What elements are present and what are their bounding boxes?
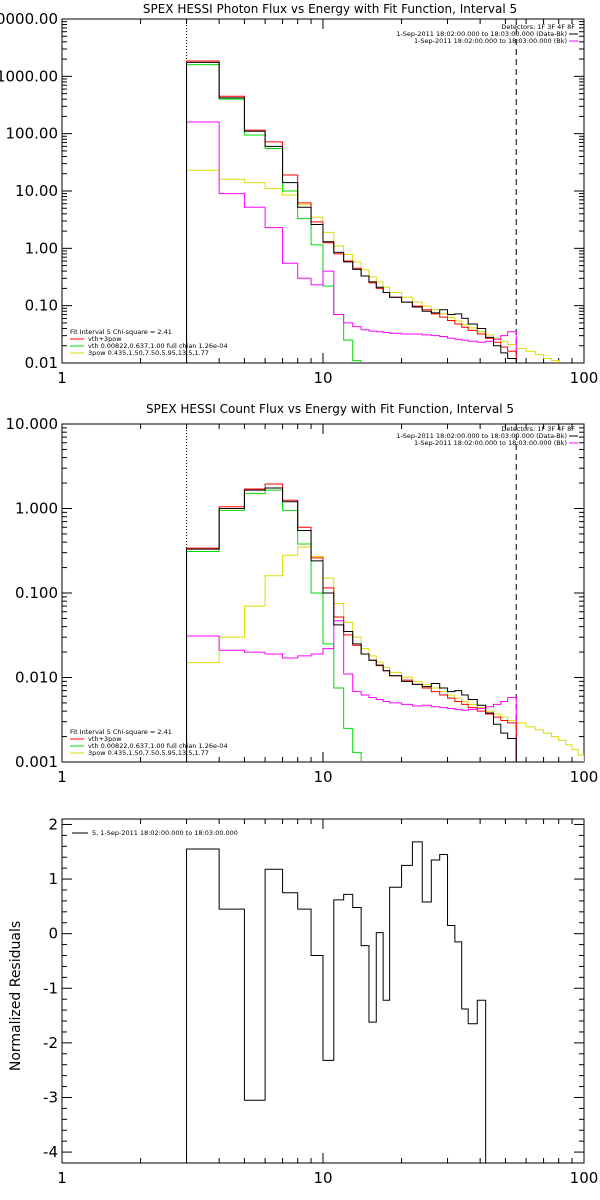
plot-area (61, 423, 585, 763)
series-bk (186, 620, 517, 762)
legend-residuals: 5, 1-Sep-2011 18:02:00.000 to 18:03:00.0… (92, 829, 238, 837)
series-vth-3pow (186, 60, 517, 363)
series-group (186, 483, 584, 762)
legend-fit-interval: Fit Interval 5 Chi-square = 2.41 (70, 328, 172, 336)
x-tick-label: 1 (57, 369, 67, 387)
legend-bk: 1-Sep-2011 18:02:00.000 to 18:03:00.000 … (414, 439, 567, 447)
y-tick-label: 0.001 (15, 753, 58, 771)
y-tick-label: -4 (43, 1143, 58, 1161)
series-residuals (186, 841, 487, 1163)
series-group (186, 60, 560, 363)
x-tick-label: 100 (570, 369, 599, 387)
series-vth (186, 489, 370, 762)
legend-detectors: Detectors: 1F 3F 4F 8F (501, 425, 575, 433)
x-tick-label: 100 (570, 768, 599, 786)
chart-title: SPEX HESSI Photon Flux vs Energy with Fi… (143, 2, 517, 16)
y-tick-label: 10000.00 (0, 10, 58, 28)
y-tick-label: -1 (43, 979, 58, 997)
legend-bottom: Fit Interval 5 Chi-square = 2.41 vth+3po… (70, 728, 228, 757)
y-tick-label: 0.01 (25, 354, 58, 372)
y-tick-label: 0.10 (25, 297, 58, 315)
legend-3pow: 3pow 0.435,1.50,7.50,5.95,13.5,1.77 (88, 349, 209, 357)
y-tick-label: 1000.00 (0, 67, 58, 85)
y-tick-label: 100.00 (6, 125, 59, 143)
legend-detectors: Detectors: 1F 3F 4F 8F (501, 23, 575, 31)
y-axis-label: Normalized Residuals (8, 921, 24, 1071)
x-tick-labels: 1 10 100 (57, 369, 598, 387)
series-group (186, 841, 487, 1163)
x-tick-label: 1 (57, 768, 67, 786)
legend-data-bk: 1-Sep-2011 18:02:00.000 to 18:03:00.000 … (396, 30, 567, 38)
plot-area (61, 818, 585, 1164)
y-tick-label: 1.000 (15, 500, 58, 518)
x-tick-label: 1 (57, 1169, 67, 1187)
series-vth-3pow (186, 483, 517, 762)
x-tick-label: 10 (313, 768, 332, 786)
series-bk (186, 121, 517, 363)
y-tick-label: 0 (48, 925, 58, 943)
legend: 5, 1-Sep-2011 18:02:00.000 to 18:03:00.0… (72, 829, 238, 837)
legend-vth3pow: vth+3pow (88, 335, 122, 343)
legend-vth3pow: vth+3pow (88, 735, 122, 743)
x-tick-labels: 1 10 100 (57, 768, 598, 786)
series-vth (186, 64, 377, 363)
chart-title: SPEX HESSI Count Flux vs Energy with Fit… (146, 402, 514, 416)
legend-vth: vth 0.00822,0.637,1.00 full chian 1.26e-… (88, 342, 228, 350)
series-data-bk (186, 487, 517, 762)
legend-fit-interval: Fit Interval 5 Chi-square = 2.41 (70, 728, 172, 736)
legend-top: Detectors: 1F 3F 4F 8F 1-Sep-2011 18:02:… (396, 425, 578, 447)
panel-count-flux: SPEX HESSI Count Flux vs Energy with Fit… (6, 402, 599, 786)
series-data-bk (186, 61, 517, 363)
x-tick-label: 10 (313, 1169, 332, 1187)
legend-bk: 1-Sep-2011 18:02:00.000 to 18:03:00.000 … (414, 37, 567, 45)
y-tick-labels: -4 -3 -2 -1 0 1 2 (43, 815, 58, 1161)
series-3pow (186, 546, 584, 762)
y-tick-label: 10.000 (6, 415, 59, 433)
legend-top: Detectors: 1F 3F 4F 8F 1-Sep-2011 18:02:… (396, 23, 578, 45)
plot-frame (61, 18, 585, 364)
plot-area (61, 18, 585, 364)
legend-3pow: 3pow 0.435,1.50,7.50,5.95,13.5,1.77 (88, 749, 209, 757)
y-tick-label: 0.010 (15, 669, 58, 687)
legend-vth: vth 0.00822,0.637,1.00 full chian 1.26e-… (88, 742, 228, 750)
y-tick-label: 2 (48, 815, 58, 833)
y-tick-labels: 0.01 0.10 1.00 10.00 100.00 1000.00 10000.00 (0, 10, 58, 372)
legend-bottom: Fit Interval 5 Chi-square = 2.41 vth+3po… (70, 328, 228, 357)
x-tick-labels: 1 10 100 (57, 1169, 598, 1187)
y-tick-label: -2 (43, 1034, 58, 1052)
y-tick-label: 0.100 (15, 584, 58, 602)
y-tick-label: 1.00 (25, 239, 58, 257)
legend-data-bk: 1-Sep-2011 18:02:00.000 to 18:03:00.000 … (396, 432, 567, 440)
y-tick-labels: 0.001 0.010 0.100 1.000 10.000 (6, 415, 59, 771)
y-tick-label: -3 (43, 1088, 58, 1106)
x-tick-label: 100 (570, 1169, 599, 1187)
x-tick-label: 10 (313, 369, 332, 387)
y-tick-label: 1 (48, 870, 58, 888)
series-3pow (186, 169, 560, 363)
y-tick-label: 10.00 (15, 182, 58, 200)
panel-photon-flux: SPEX HESSI Photon Flux vs Energy with Fi… (0, 2, 598, 387)
